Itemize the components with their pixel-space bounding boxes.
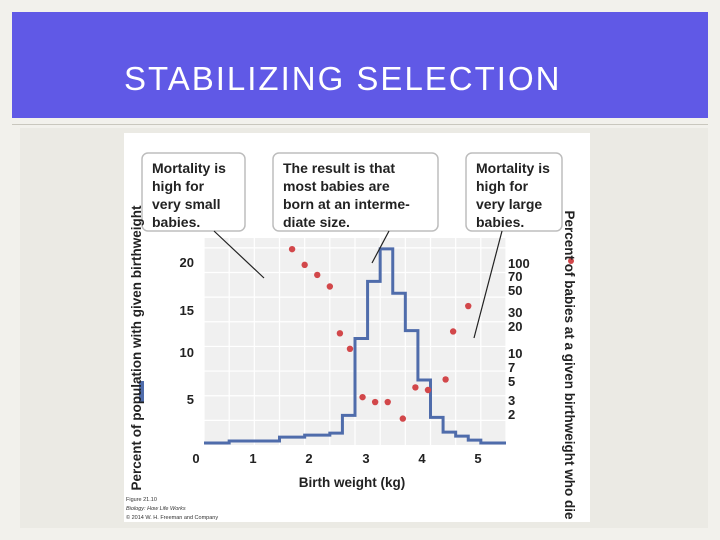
title-divider	[12, 124, 708, 125]
callout-right-line-1: Mortality is	[476, 160, 550, 176]
stabilizing-selection-chart: Mortality is high for very small babies.…	[124, 133, 590, 522]
slide-title: STABILIZING SELECTION	[124, 60, 562, 97]
mortality-point	[336, 330, 344, 337]
y2-axis-title: Percent of babies at a given birthweight…	[562, 210, 577, 520]
y-tick-labels: 5 10 15 20	[180, 255, 194, 407]
x-tick-label: 1	[249, 451, 256, 466]
mortality-point	[442, 376, 449, 383]
mortality-point	[288, 245, 296, 253]
mortality-point	[449, 328, 457, 335]
mortality-point	[346, 345, 354, 353]
leader-line-center	[371, 230, 390, 264]
y2-tick-label: 2	[508, 407, 515, 422]
mortality-point	[326, 283, 334, 290]
credit-line-2: Biology: How Life Works	[126, 506, 186, 512]
callout-center-line-1: The result is that	[283, 160, 395, 176]
callout-center: The result is that most babies are born …	[272, 152, 439, 232]
callout-left-line-4: babies.	[152, 214, 200, 230]
y2-tick-label: 7	[508, 360, 515, 375]
leader-line-left	[213, 230, 265, 279]
y-tick-label: 10	[180, 345, 194, 360]
callout-center-line-4: diate size.	[283, 214, 350, 230]
callout-left-line-1: Mortality is	[152, 160, 226, 176]
callout-center-line-2: most babies are	[283, 178, 390, 194]
callout-left: Mortality is high for very small babies.	[141, 152, 246, 232]
y2-axis-title-group: Percent of babies at a given birthweight…	[562, 210, 577, 520]
y2-tick-label: 10	[508, 346, 522, 361]
x-tick-label: 0	[192, 451, 199, 466]
mortality-point	[384, 398, 391, 406]
figure-image: Mortality is high for very small babies.…	[124, 133, 590, 522]
mortality-point	[399, 415, 407, 422]
mortality-point	[359, 393, 366, 401]
credit-line-3: © 2014 W. H. Freeman and Company	[126, 514, 218, 521]
callout-box-left	[141, 152, 246, 232]
y-axis-title-group: Percent of population with given birthwe…	[129, 205, 144, 491]
y-tick-label: 5	[187, 392, 194, 407]
x-tick-labels: 0 1 2 3 4 5	[192, 451, 481, 466]
y2-tick-label: 70	[508, 269, 522, 284]
x-tick-label: 2	[305, 451, 312, 466]
callout-left-line-2: high for	[152, 178, 205, 194]
callout-left-line-3: very small	[152, 196, 221, 212]
y-axis-title: Percent of population with given birthwe…	[129, 205, 144, 491]
y2-tick-label: 50	[508, 283, 522, 298]
y2-tick-label: 30	[508, 305, 522, 320]
callout-right-line-4: babies.	[476, 214, 524, 230]
figure-credit: Figure 21.10 Biology: How Life Works © 2…	[126, 497, 218, 521]
x-tick-label: 3	[362, 451, 369, 466]
x-axis-title: Birth weight (kg)	[299, 475, 406, 490]
leader-line-right	[473, 230, 503, 339]
callout-center-line-3: born at an interme-	[283, 196, 410, 212]
callout-right-line-3: very large	[476, 196, 542, 212]
mortality-point	[301, 261, 308, 269]
callout-right: Mortality is high for very large babies.	[465, 152, 563, 232]
mortality-point	[371, 398, 379, 406]
y2-tick-label: 3	[508, 393, 515, 408]
credit-line-1: Figure 21.10	[126, 497, 157, 503]
y2-axis-legend-dot	[568, 258, 574, 264]
mortality-point	[412, 384, 419, 391]
y2-tick-label: 5	[508, 374, 515, 389]
mortality-point	[465, 302, 472, 310]
y2-tick-labels: 100 70 50 30 20 10 7 5 3 2	[508, 256, 530, 422]
title-banner: STABILIZING SELECTION	[12, 12, 708, 118]
mortality-point	[424, 386, 432, 394]
callout-box-right	[465, 152, 563, 232]
callout-box-center	[272, 152, 439, 232]
x-tick-label: 5	[474, 451, 481, 466]
y2-tick-label: 100	[508, 256, 530, 271]
y-tick-label: 15	[180, 303, 194, 318]
callout-right-line-2: high for	[476, 178, 529, 194]
y2-tick-label: 20	[508, 319, 522, 334]
x-tick-label: 4	[418, 451, 426, 466]
mortality-point	[314, 271, 321, 279]
y-axis-legend-swatch	[139, 381, 144, 402]
y-tick-label: 20	[180, 255, 194, 270]
